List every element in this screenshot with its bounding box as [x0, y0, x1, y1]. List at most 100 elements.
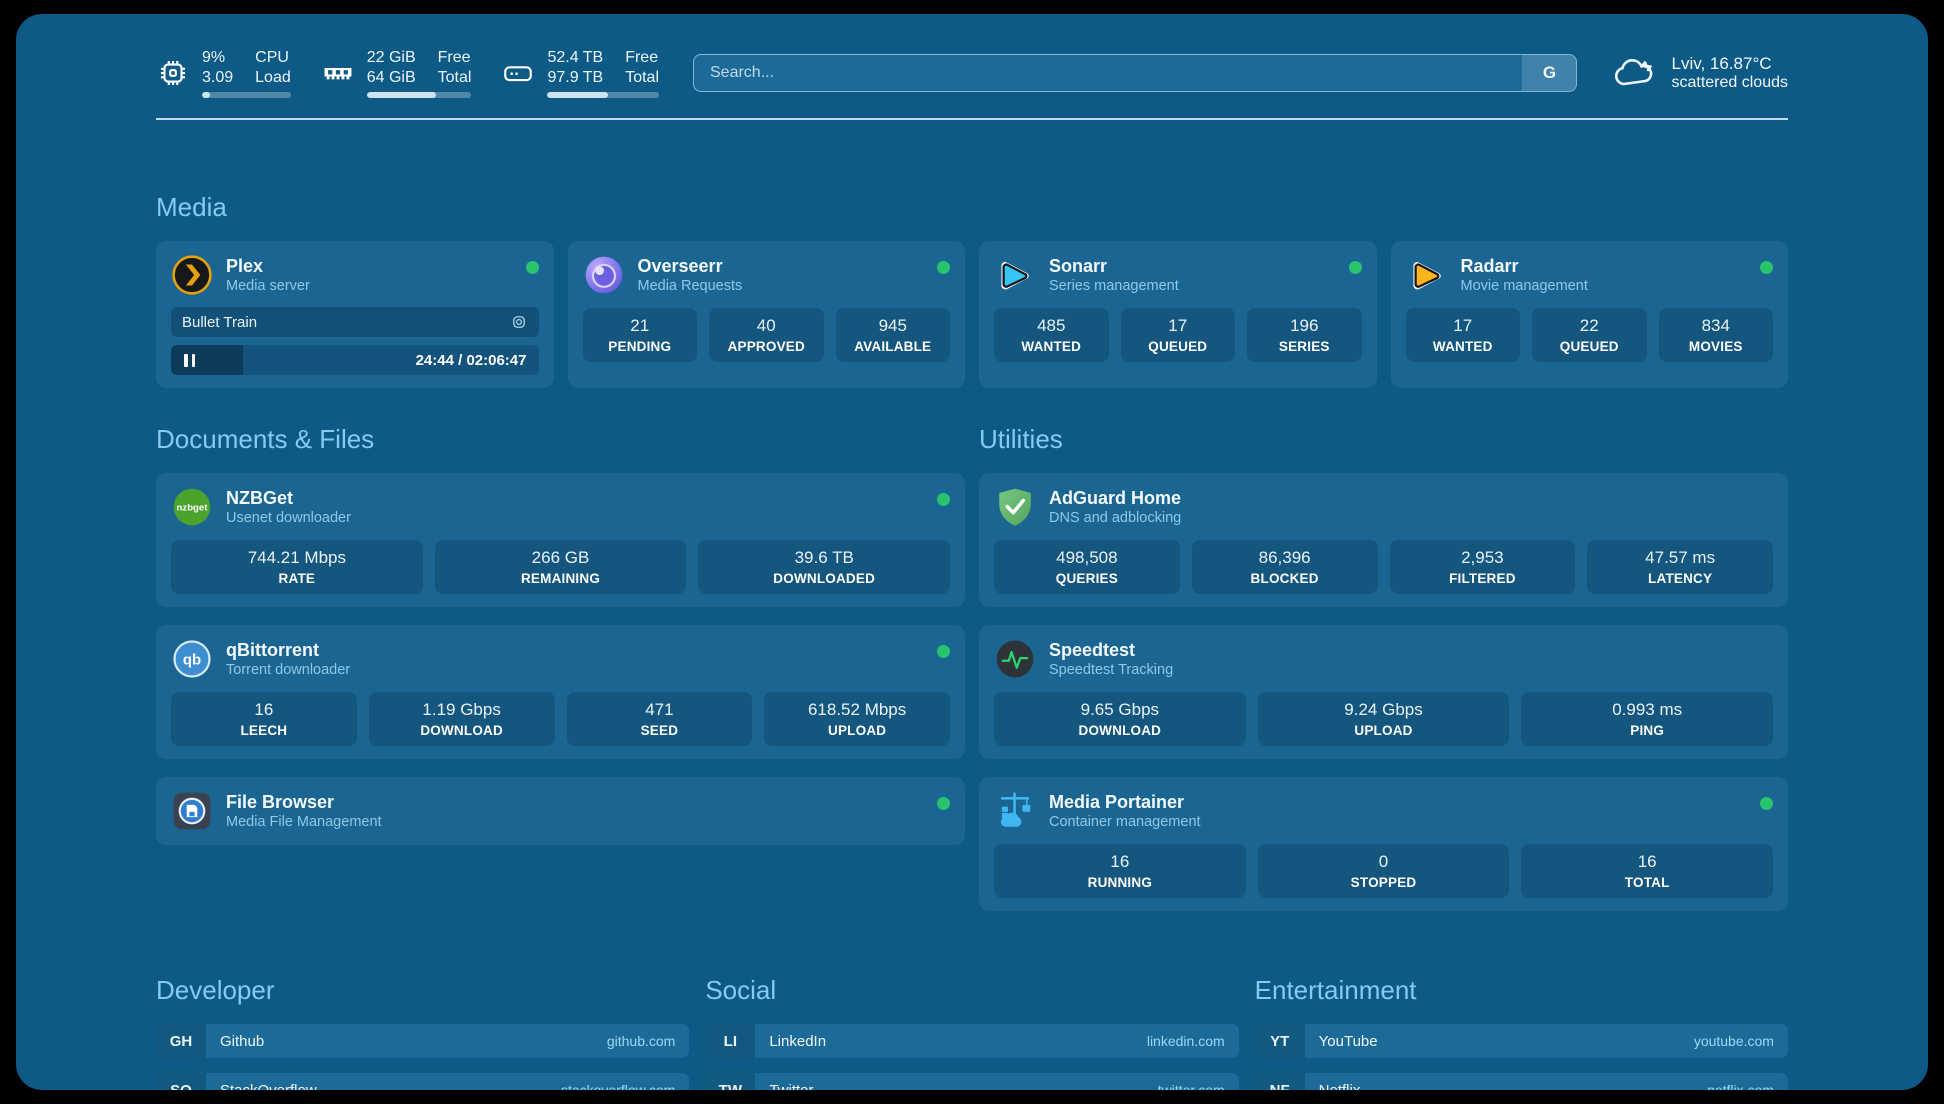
link-name: Github: [220, 1032, 265, 1050]
nzbget-icon: nzbget: [173, 488, 211, 526]
now-playing-row: Bullet Train: [171, 307, 539, 337]
settings-icon[interactable]: [510, 313, 528, 331]
dashboard-panel: 9% 3.09 CPU Load: [16, 14, 1928, 1090]
overseerr-card[interactable]: Overseerr Media Requests 21 PENDING 40 APP…: [567, 241, 965, 388]
status-indicator: [937, 261, 950, 274]
stat-approved: 40 APPROVED: [709, 308, 824, 362]
link-name: StackOverflow: [220, 1081, 317, 1091]
status-indicator: [937, 645, 950, 658]
playback-time: 24:44 / 02:06:47: [415, 351, 527, 369]
link-tag: YT: [1254, 1024, 1305, 1058]
cloud-icon: [1615, 59, 1653, 86]
stat-leech: 16 LEECH: [171, 692, 357, 746]
search-engine-button[interactable]: G: [1522, 55, 1577, 91]
documents-section-title: Documents & Files: [156, 424, 375, 454]
weather-condition: scattered clouds: [1671, 74, 1788, 91]
topbar: 9% 3.09 CPU Load: [156, 42, 1788, 104]
app-name: qBittorrent: [226, 640, 319, 660]
nzbget-card[interactable]: nzbget NZBGet Usenet downloader 744.21 M…: [156, 473, 965, 607]
storage-total-label: Total: [625, 68, 659, 86]
link-name: Netflix: [1318, 1081, 1361, 1091]
stat-ping: 0.993 ms PING: [1521, 692, 1774, 746]
link-url: linkedin.com: [1146, 1033, 1225, 1049]
search-input[interactable]: [694, 55, 1523, 91]
section-developer: Developer GH Github github.com SO StackO…: [156, 975, 690, 1091]
stat-download: 9.65 Gbps DOWNLOAD: [994, 692, 1246, 746]
adguard-card[interactable]: AdGuard Home DNS and adblocking 498,508 Q…: [979, 473, 1788, 607]
memory-total-label: Total: [437, 68, 472, 86]
speedtest-card[interactable]: Speedtest Speedtest Tracking 9.65 Gbps DO…: [979, 625, 1788, 759]
link-github[interactable]: GH Github github.com: [156, 1024, 690, 1058]
weather-widget[interactable]: Lviv, 16.87°C scattered clouds: [1611, 53, 1788, 93]
cpu-load-label: Load: [255, 68, 291, 86]
app-subtitle: Media server: [226, 278, 310, 294]
sonarr-card[interactable]: Sonarr Series management 485 WANTED 17 QUE…: [979, 241, 1377, 388]
qbittorrent-card[interactable]: qb qBittorrent Torrent downloader 16 LEEC…: [156, 625, 965, 759]
link-tag: TW: [705, 1073, 756, 1090]
now-playing-title: Bullet Train: [182, 313, 258, 331]
stat-available: 945 AVAILABLE: [835, 308, 950, 362]
app-subtitle: Torrent downloader: [226, 662, 351, 678]
header-divider: [156, 118, 1788, 120]
stat-latency: 47.57 ms LATENCY: [1587, 540, 1773, 594]
link-url: stackoverflow.com: [560, 1082, 676, 1090]
filebrowser-icon: [173, 792, 211, 830]
storage-usage-bar-fill: [547, 92, 608, 99]
storage-total-value: 97.9 TB: [547, 68, 604, 86]
radarr-card[interactable]: Radarr Movie management 17 WANTED 22 QUEUE…: [1390, 241, 1788, 388]
link-url: netflix.com: [1707, 1082, 1774, 1090]
stat-seed: 471 SEED: [566, 692, 753, 746]
playback-progress[interactable]: 24:44 / 02:06:47: [171, 345, 539, 375]
status-indicator: [937, 493, 950, 506]
link-twitter[interactable]: TW Twitter twitter.com: [705, 1073, 1239, 1090]
app-subtitle: Speedtest Tracking: [1049, 662, 1174, 678]
cpu-usage-value: 9%: [202, 48, 226, 66]
storage-free-label: Free: [625, 48, 659, 66]
entertainment-section-title: Entertainment: [1254, 975, 1417, 1005]
filebrowser-card[interactable]: File Browser Media File Management: [156, 777, 965, 845]
app-name: Plex: [226, 256, 264, 276]
cpu-icon: [160, 60, 186, 86]
sonarr-icon: [1001, 261, 1029, 290]
stat-series: 196 SERIES: [1247, 308, 1362, 362]
stat-upload: 618.52 Mbps UPLOAD: [764, 692, 950, 746]
link-stackoverflow[interactable]: SO StackOverflow stackoverflow.com: [156, 1073, 690, 1091]
link-netflix[interactable]: NF Netflix netflix.com: [1254, 1073, 1788, 1091]
stat-remaining: 266 GB REMAINING: [434, 540, 687, 594]
section-utilities: Utilities AdGuard Home DNS: [979, 424, 1788, 929]
stat-wanted: 485 WANTED: [994, 308, 1109, 362]
stat-queries: 498,508 QUERIES: [994, 540, 1180, 594]
link-tag: LI: [705, 1024, 756, 1058]
app-subtitle: Media File Management: [226, 814, 382, 830]
developer-section-title: Developer: [156, 975, 275, 1005]
link-url: twitter.com: [1157, 1082, 1225, 1090]
stat-queued: 22 QUEUED: [1532, 308, 1647, 362]
cpu-load-value: 3.09: [202, 68, 234, 86]
stat-running: 16 RUNNING: [994, 844, 1246, 898]
app-subtitle: Usenet downloader: [226, 510, 351, 526]
stat-blocked: 86,396 BLOCKED: [1191, 540, 1378, 594]
stat-upload: 9.24 Gbps UPLOAD: [1257, 692, 1510, 746]
link-linkedin[interactable]: LI LinkedIn linkedin.com: [705, 1024, 1239, 1058]
link-tag: GH: [156, 1024, 206, 1058]
memory-free-label: Free: [437, 48, 471, 66]
portainer-card[interactable]: Media Portainer Container management 16 R…: [979, 777, 1788, 911]
pause-icon[interactable]: [184, 353, 195, 367]
app-subtitle: DNS and adblocking: [1049, 510, 1182, 526]
link-name: YouTube: [1318, 1032, 1378, 1050]
app-name: Sonarr: [1049, 256, 1108, 276]
memory-usage-bar-fill: [366, 92, 436, 99]
overseerr-icon: [585, 256, 622, 294]
cpu-usage-bar: [202, 92, 291, 99]
app-name: Radarr: [1460, 256, 1519, 276]
app-name: File Browser: [226, 792, 335, 812]
status-indicator: [525, 261, 539, 274]
status-indicator: [1760, 261, 1773, 274]
svg-text:nzbget: nzbget: [177, 503, 209, 514]
app-name: Speedtest: [1049, 640, 1136, 660]
link-youtube[interactable]: YT YouTube youtube.com: [1254, 1024, 1788, 1058]
utilities-section-title: Utilities: [979, 424, 1063, 454]
plex-card[interactable]: Plex Media server Bullet Train: [156, 241, 554, 388]
section-documents: Documents & Files nzbget NZBGet Usenet d…: [156, 424, 965, 929]
